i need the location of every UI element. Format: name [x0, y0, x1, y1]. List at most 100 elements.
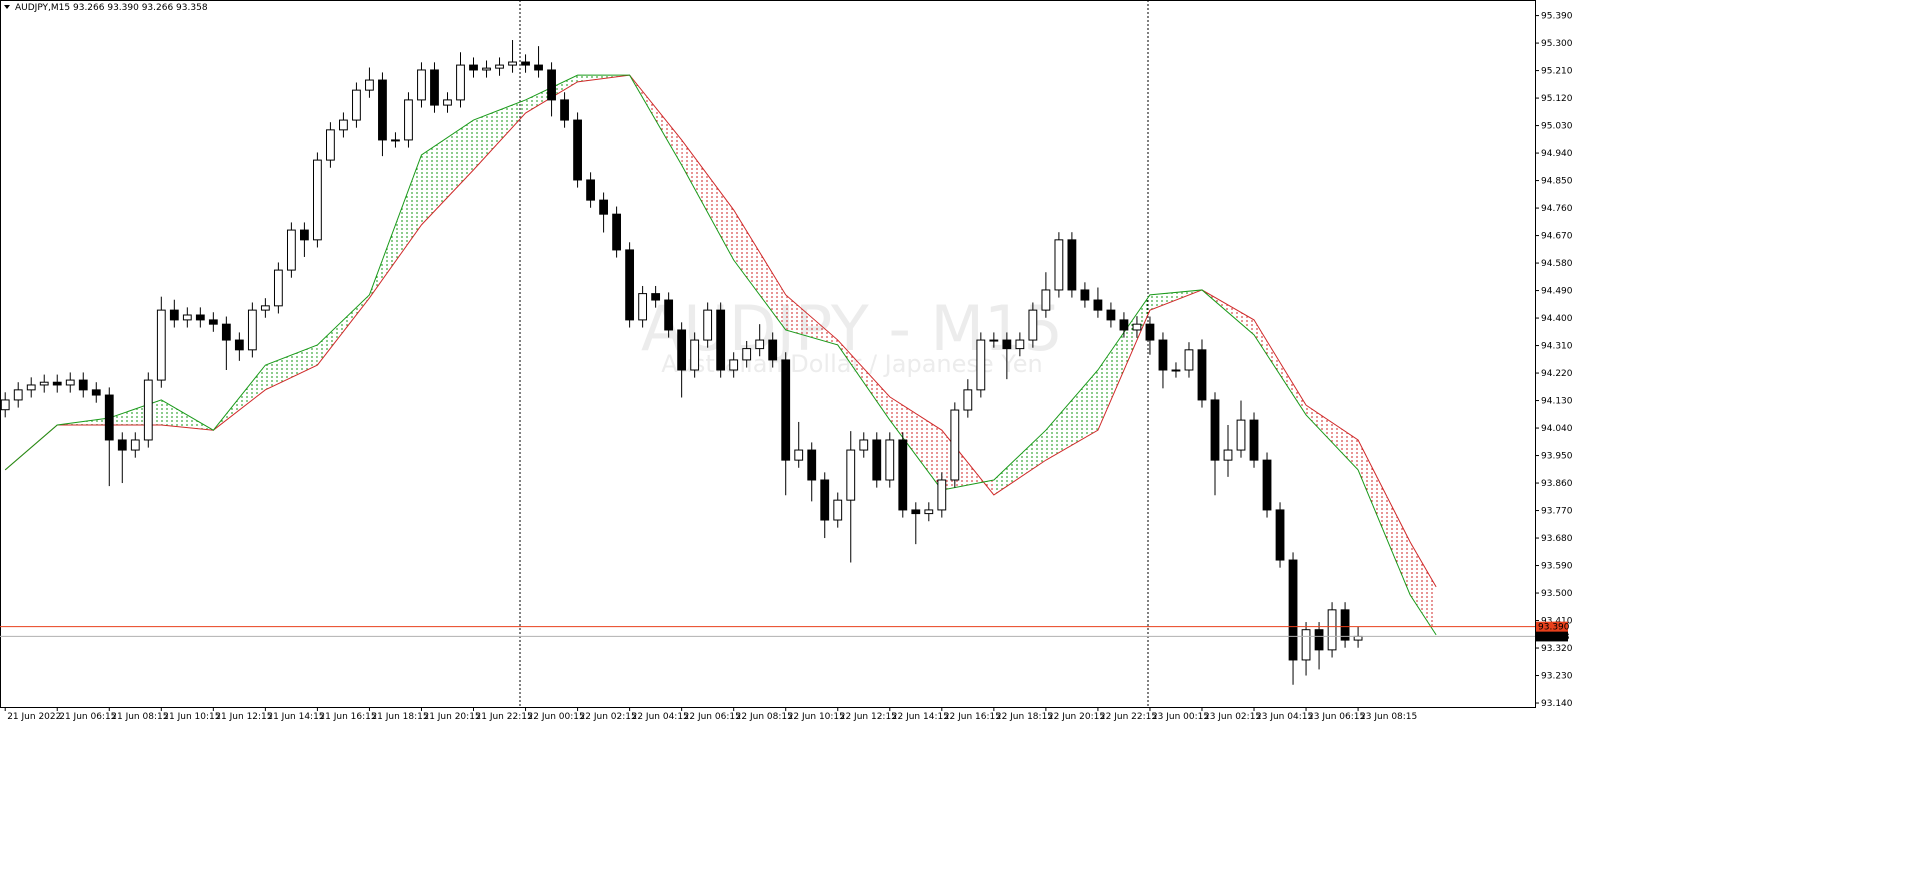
- bid-line-tag: [1536, 631, 1568, 642]
- candle-body: [937, 479, 947, 511]
- candle-body: [820, 479, 830, 521]
- candle-body: [26, 384, 36, 391]
- candle-body: [1327, 609, 1337, 651]
- candle-body: [885, 439, 895, 481]
- candle-body: [273, 269, 283, 307]
- candle-body: [1353, 635, 1363, 641]
- candle-body: [143, 379, 153, 441]
- y-tick-label: 93.410: [1541, 617, 1573, 627]
- cloud-fill: [473, 99, 526, 170]
- candle-body: [1054, 239, 1064, 291]
- candle-body: [924, 509, 934, 515]
- candle-body: [612, 213, 622, 251]
- x-tick-label: 22 Jun 22:15: [1100, 712, 1157, 722]
- y-tick-label: 93.950: [1541, 452, 1573, 462]
- candle-body: [208, 319, 218, 325]
- cloud-fill: [421, 120, 474, 225]
- candle-body: [521, 61, 530, 66]
- candle-body: [156, 309, 166, 381]
- candle-body: [911, 509, 921, 515]
- y-tick-label: 95.300: [1541, 39, 1573, 49]
- candle-body: [169, 309, 179, 321]
- candle-body: [195, 314, 205, 321]
- candle-body: [1028, 309, 1038, 341]
- candle-body: [651, 293, 661, 301]
- candle-body: [1119, 319, 1129, 331]
- candle-body: [91, 389, 101, 396]
- candle-body: [430, 69, 439, 106]
- x-tick-label: 21 Jun 20:15: [423, 712, 480, 722]
- x-tick-label: 22 Jun 02:15: [580, 712, 637, 722]
- x-tick-label: 23 Jun 00:15: [1152, 712, 1209, 722]
- y-tick-label: 94.400: [1541, 314, 1573, 324]
- candle-body: [13, 389, 23, 401]
- candle-body: [482, 67, 491, 71]
- candle-body: [1041, 289, 1051, 311]
- candle-body: [755, 339, 765, 350]
- candle-body: [950, 409, 960, 481]
- candle-body: [1197, 349, 1207, 401]
- y-tick-label: 94.670: [1541, 232, 1573, 242]
- y-tick-label: 93.140: [1541, 699, 1573, 709]
- x-tick-label: 23 Jun 04:15: [1256, 712, 1313, 722]
- x-tick-label: 21 Jun 14:15: [267, 712, 324, 722]
- candle-body: [1262, 459, 1272, 511]
- candle-body: [1145, 323, 1155, 341]
- cloud-fill: [733, 209, 786, 330]
- menu-arrow[interactable]: [4, 5, 10, 9]
- candle-body: [52, 381, 62, 386]
- candle-body: [1236, 419, 1246, 451]
- candle-body: [417, 69, 426, 101]
- y-tick-label: 93.500: [1541, 589, 1573, 599]
- x-tick-label: 22 Jun 14:15: [892, 712, 949, 722]
- candle-body: [260, 305, 270, 311]
- candle-body: [339, 119, 348, 131]
- candle-body: [299, 229, 309, 241]
- x-tick-label: 21 Jun 22:15: [476, 712, 533, 722]
- candle-body: [221, 323, 231, 341]
- x-tick-label: 21 Jun 08:15: [111, 712, 168, 722]
- candle-body: [1314, 629, 1324, 651]
- y-tick-label: 94.220: [1541, 369, 1573, 379]
- cloud-fill: [837, 340, 890, 421]
- candle-body: [352, 89, 361, 121]
- candle-body: [1158, 339, 1168, 371]
- x-tick-label: 22 Jun 10:15: [788, 712, 845, 722]
- cloud-fill: [1306, 405, 1359, 470]
- candle-body: [1080, 289, 1090, 301]
- candle-body: [638, 293, 648, 321]
- candle-body: [703, 309, 713, 341]
- candle-body: [117, 439, 127, 451]
- candle-body: [573, 119, 582, 181]
- candle-body: [104, 394, 114, 441]
- candle-body: [1223, 449, 1233, 461]
- candle-body: [768, 339, 778, 361]
- candle-body: [326, 129, 335, 161]
- candle-body: [247, 309, 257, 351]
- x-tick-label: 22 Jun 08:15: [736, 712, 793, 722]
- y-tick-label: 93.860: [1541, 479, 1573, 489]
- y-tick-label: 94.040: [1541, 424, 1573, 434]
- y-tick-label: 93.320: [1541, 644, 1573, 654]
- candle-body: [781, 359, 791, 461]
- x-tick-label: 23 Jun 02:15: [1204, 712, 1261, 722]
- candle-body: [78, 379, 88, 391]
- candle-body: [1275, 509, 1285, 561]
- x-tick-label: 22 Jun 06:15: [684, 712, 741, 722]
- bid-line-label: 93.358: [1538, 632, 1570, 642]
- candle-body: [1106, 309, 1116, 321]
- x-tick-label: 23 Jun 06:15: [1308, 712, 1365, 722]
- candle-body: [794, 449, 804, 461]
- y-tick-label: 94.850: [1541, 177, 1573, 187]
- candle-body: [1067, 239, 1077, 291]
- candle-body: [807, 449, 817, 481]
- y-tick-label: 95.030: [1541, 122, 1573, 132]
- y-tick-label: 94.940: [1541, 149, 1573, 159]
- cloud-fill: [1045, 369, 1098, 461]
- candle-body: [625, 249, 635, 321]
- candle-body: [495, 64, 504, 69]
- candle-body: [677, 329, 687, 371]
- candle-body: [1210, 399, 1220, 461]
- x-tick-label: 21 Jun 06:15: [59, 712, 116, 722]
